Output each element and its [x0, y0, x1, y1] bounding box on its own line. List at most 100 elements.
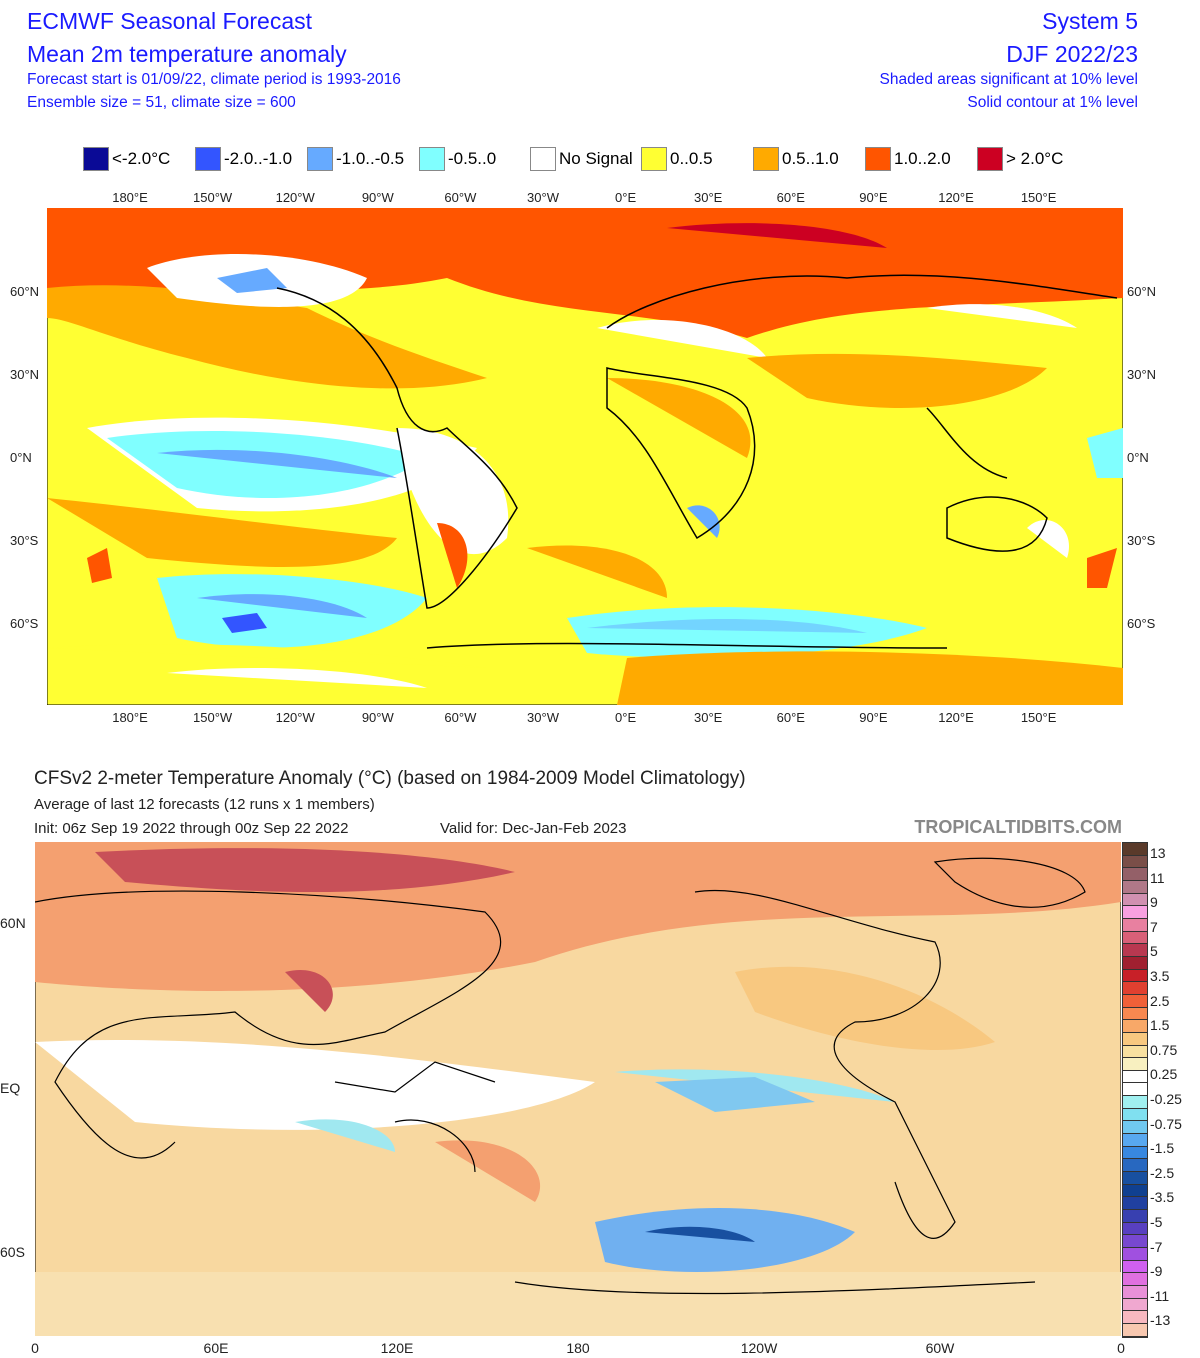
colorbar-segment [1123, 1311, 1147, 1324]
lon-label-top: 60°E [776, 190, 805, 205]
legend-swatch [753, 147, 779, 171]
legend-item: 0.5..1.0 [753, 147, 839, 171]
lon-label-bottom: 60°W [444, 710, 477, 725]
cfs-lat-label: 60N [0, 915, 26, 931]
lon-label-bottom: 150°W [193, 710, 233, 725]
colorbar-segment [1123, 994, 1147, 1008]
lat-label-left: 30°S [10, 533, 39, 548]
colorbar-segment [1123, 1096, 1147, 1109]
lon-label-top: 0°E [615, 190, 637, 205]
colorbar-segment [1123, 1058, 1147, 1071]
colorbar-segment [1123, 1248, 1147, 1261]
colorbar-label: -9 [1150, 1263, 1163, 1280]
colorbar-segment [1123, 1121, 1147, 1135]
colorbar-segment [1123, 1184, 1147, 1198]
cfs-lon-label: 120W [740, 1340, 778, 1356]
colorbar-segment [1123, 880, 1147, 894]
lat-label-left: 0°N [10, 450, 32, 465]
colorbar-label: 5 [1150, 943, 1158, 960]
ecmwf-system: System 5 [1042, 8, 1138, 34]
colorbar-label: 9 [1150, 894, 1158, 911]
legend-swatch [195, 147, 221, 171]
colorbar-segment [1123, 1222, 1147, 1236]
lat-label-left: 60°N [10, 284, 40, 299]
lon-label-top: 120°W [275, 190, 315, 205]
legend-item: -1.0..-0.5 [307, 147, 404, 171]
lon-label-top: 90°E [859, 190, 888, 205]
colorbar-label: -0.75 [1150, 1115, 1182, 1132]
cfs-lon-label: 0 [1117, 1340, 1125, 1356]
legend-swatch [977, 147, 1003, 171]
legend-swatch [307, 147, 333, 171]
colorbar-segment [1123, 1020, 1147, 1033]
colorbar-segment [1123, 868, 1147, 881]
colorbar-segment [1123, 956, 1147, 970]
lat-label-left: 30°N [10, 367, 40, 382]
lat-label-right: 30°S [1127, 533, 1156, 548]
colorbar-label: -11 [1150, 1287, 1170, 1304]
lon-label-top: 90°W [361, 190, 394, 205]
lon-label-bottom: 120°W [275, 710, 315, 725]
colorbar-label: 13 [1150, 845, 1166, 861]
colorbar-segment [1123, 893, 1147, 907]
legend-label: -2.0..-1.0 [224, 149, 293, 168]
cfs-anomaly-map [35, 842, 1121, 1336]
cfs-lat-label: EQ [0, 1080, 21, 1096]
colorbar-segment [1123, 1146, 1147, 1160]
colorbar-segment [1123, 918, 1147, 932]
legend-label: 0.5..1.0 [782, 149, 839, 168]
cfs-lat-label: 60S [0, 1244, 25, 1260]
ecmwf-period: DJF 2022/23 [1006, 41, 1138, 67]
lon-label-top: 150°W [193, 190, 233, 205]
colorbar-segment [1123, 906, 1147, 919]
colorbar-segment [1123, 1108, 1147, 1122]
colorbar-label: 1.5 [1150, 1017, 1170, 1034]
lat-label-right: 60°N [1127, 284, 1157, 299]
cfs-lon-label: 60W [925, 1340, 955, 1356]
legend-item: -2.0..-1.0 [195, 147, 292, 171]
colorbar-segment [1123, 982, 1147, 995]
ecmwf-forecast-start: Forecast start is 01/09/22, climate peri… [27, 71, 401, 88]
ecmwf-anomaly-map [47, 208, 1123, 705]
colorbar-segment [1123, 1045, 1147, 1059]
legend-label: <-2.0°C [112, 149, 171, 168]
colorbar-label: 0.25 [1150, 1066, 1178, 1083]
legend-item: > 2.0°C [977, 147, 1063, 171]
legend-item: 1.0..2.0 [865, 147, 951, 171]
colorbar-segment [1123, 931, 1147, 945]
legend-swatch [641, 147, 667, 171]
legend-swatch [865, 147, 891, 171]
colorbar-segment [1123, 1298, 1147, 1312]
colorbar-segment [1123, 1083, 1147, 1097]
legend-label: > 2.0°C [1006, 149, 1064, 168]
colorbar-label: -13 [1150, 1312, 1171, 1329]
colorbar-segment [1123, 1007, 1147, 1021]
cfs-lon-label: 0 [31, 1340, 39, 1356]
colorbar-segment [1123, 1159, 1147, 1173]
colorbar-label: -0.25 [1150, 1091, 1182, 1107]
lon-label-top: 30°W [527, 190, 559, 205]
colorbar-label: 11 [1150, 869, 1165, 886]
colorbar-segment [1123, 1260, 1147, 1274]
cfs-title: CFSv2 2-meter Temperature Anomaly (°C) (… [34, 768, 746, 789]
cfs-lon-label: 60E [203, 1340, 229, 1356]
colorbar-label: 2.5 [1150, 992, 1170, 1009]
cfs-lon-label: 120E [380, 1340, 414, 1356]
ecmwf-title: ECMWF Seasonal Forecast [27, 8, 313, 34]
lon-label-bottom: 30°E [694, 710, 723, 725]
cfs-valid: Valid for: Dec-Jan-Feb 2023 [440, 820, 627, 837]
colorbar-segment [1123, 1134, 1147, 1147]
colorbar-segment [1123, 1197, 1147, 1211]
lon-label-top: 30°E [694, 190, 723, 205]
lon-label-top: 150°E [1020, 190, 1057, 205]
lat-label-right: 0°N [1127, 450, 1149, 465]
colorbar-segment [1123, 855, 1147, 869]
colorbar-segment [1123, 1323, 1147, 1337]
lon-label-top: 180°E [112, 190, 148, 205]
colorbar-segment [1123, 1172, 1147, 1185]
legend-item: No Signal [530, 147, 633, 171]
ecmwf-contour-note: Solid contour at 1% level [967, 94, 1138, 111]
cfs-lon-label: 180 [566, 1340, 590, 1356]
ecmwf-ensemble-size: Ensemble size = 51, climate size = 600 [27, 94, 296, 111]
cfs-colorbar [1122, 842, 1148, 1338]
